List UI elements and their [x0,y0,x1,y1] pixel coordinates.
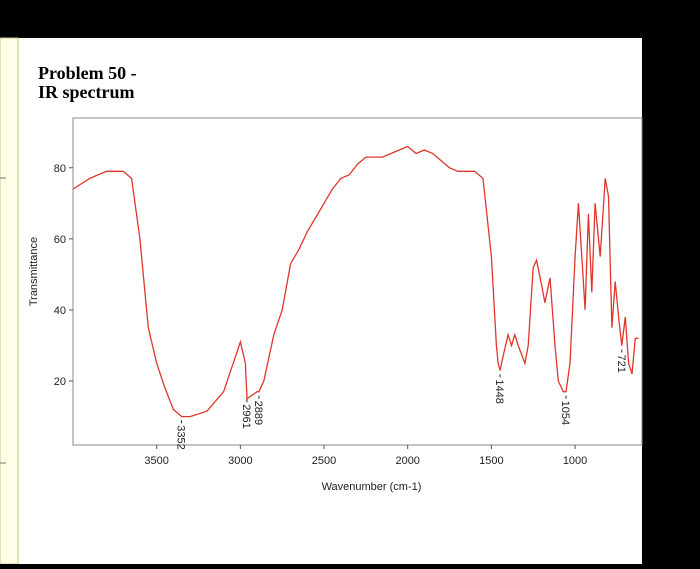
peak-label: 3352 [174,425,186,449]
peak-label: 1054 [559,401,571,425]
y-axis-label: Transmittance [28,237,40,306]
plot-frame [72,117,643,446]
x-tick-label: 2500 [312,455,336,467]
x-tick-label: 3500 [144,455,168,467]
title-line: Problem 50 - [38,63,137,83]
x-tick-label: 1500 [479,455,503,467]
y-tick-label: 60 [54,234,66,246]
slide-background [0,38,642,564]
peak-label: 1448 [493,379,505,403]
x-axis-label: Wavenumber (cm-1) [322,481,422,493]
x-tick-label: 3000 [228,455,252,467]
y-tick-label: 80 [54,163,66,175]
peak-label: 721 [615,354,627,372]
peak-label: 2961 [240,404,252,428]
spectrum-line [73,145,639,418]
y-tick-label: 20 [54,376,66,388]
x-tick-label: 2000 [395,455,419,467]
plot: 20 40 60 80 3500 3000 2500 2000 1500 1000 Wavenumb… [28,117,643,493]
x-tick-label: 1000 [563,455,587,467]
side-panel [0,37,19,565]
peak-label: 2889 [252,401,264,425]
y-tick-label: 40 [54,305,66,317]
title-line: IR spectrum [38,82,135,102]
